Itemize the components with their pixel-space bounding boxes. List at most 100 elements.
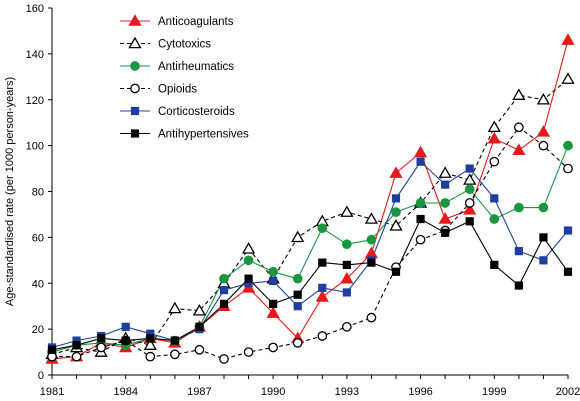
point-corticosteroids-2000 (514, 247, 523, 256)
point-opioids-2002 (563, 163, 573, 174)
point-cytotoxics-2000 (512, 88, 526, 100)
point-antihypertensives-1984 (121, 336, 130, 345)
point-opioids-1992 (317, 331, 328, 341)
point-cytotoxics-1995 (389, 219, 403, 231)
y-tick-label-40: 40 (32, 278, 44, 290)
point-corticosteroids-1993 (342, 288, 351, 297)
x-tick-label-1984: 1984 (113, 386, 137, 398)
point-cytotoxics-1999 (487, 120, 501, 133)
point-anticoagulants-1993 (340, 271, 354, 284)
legend-label-opioids: Opioids (158, 84, 197, 96)
point-antirheumatics-1989 (243, 255, 254, 266)
point-antihypertensives-1998 (465, 217, 474, 226)
point-antihypertensives-1992 (318, 258, 327, 267)
point-corticosteroids-1991 (293, 302, 302, 311)
point-antihypertensives-1993 (342, 260, 351, 269)
point-antihypertensives-1990 (269, 299, 278, 308)
x-tick-label-1996: 1996 (408, 386, 432, 398)
point-opioids-1982 (71, 351, 82, 362)
point-antihypertensives-1985 (146, 334, 155, 343)
point-opioids-1988 (219, 354, 229, 364)
point-opioids-2001 (538, 140, 549, 151)
point-opioids-2000 (514, 122, 524, 133)
point-corticosteroids-1988 (219, 286, 229, 295)
point-corticosteroids-1984 (121, 322, 130, 331)
point-antirheumatics-1993 (342, 239, 352, 250)
y-tick-label-20: 20 (32, 324, 44, 336)
legend-marker-antihypertensives (130, 129, 140, 138)
point-opioids-1999 (489, 156, 500, 167)
series-markers (45, 33, 575, 364)
point-anticoagulants-1996 (413, 145, 428, 158)
series-line-antirheumatics (51, 145, 569, 353)
point-corticosteroids-1999 (490, 194, 499, 203)
point-cytotoxics-1991 (291, 230, 305, 243)
point-cytotoxics-1986 (168, 301, 182, 314)
point-antihypertensives-1986 (170, 336, 179, 345)
legend-label-corticosteroids: Corticosteroids (158, 106, 235, 118)
point-antihypertensives-1991 (293, 290, 302, 299)
point-opioids-1985 (145, 351, 156, 362)
series-line-antihypertensives (51, 218, 569, 351)
y-tick-label-100: 100 (26, 141, 44, 153)
axes: 0 20 40 60 80 100 120 140 160 1981 1984 1987 1990 199… (4, 3, 580, 398)
point-anticoagulants-1998 (463, 203, 477, 215)
point-anticoagulants-1997 (438, 212, 452, 224)
point-antirheumatics-2001 (538, 202, 549, 213)
point-opioids-1994 (366, 312, 377, 323)
point-antirheumatics-1995 (391, 207, 401, 217)
legend: Anticoagulants Cytotoxics Antirheumatics Op… (120, 14, 249, 141)
y-tick-label-80: 80 (32, 187, 44, 199)
point-corticosteroids-1995 (391, 194, 401, 203)
series-line-anticoagulants (51, 39, 569, 360)
series-line-corticosteroids (51, 160, 569, 349)
point-cytotoxics-1985 (143, 338, 157, 350)
point-anticoagulants-1990 (266, 306, 280, 318)
point-antihypertensives-2001 (539, 233, 548, 242)
legend-marker-opioids (130, 83, 140, 94)
point-antirheumatics-1996 (415, 198, 426, 208)
legend-label-antihypertensives: Antihypertensives (158, 129, 249, 141)
legend-label-cytotoxics: Cytotoxics (158, 39, 211, 51)
point-corticosteroids-1996 (416, 157, 425, 166)
point-antihypertensives-1981 (47, 345, 57, 354)
point-opioids-1987 (194, 344, 205, 355)
point-anticoagulants-2000 (512, 143, 526, 155)
legend-label-anticoagulants: Anticoagulants (158, 16, 234, 28)
point-cytotoxics-1998 (463, 173, 477, 185)
point-opioids-1996 (415, 234, 426, 245)
x-tick-label-1990: 1990 (261, 386, 285, 398)
point-corticosteroids-1990 (269, 276, 278, 286)
point-anticoagulants-1992 (315, 290, 329, 302)
point-antihypertensives-2002 (563, 267, 573, 276)
point-anticoagulants-2001 (536, 125, 551, 137)
point-antihypertensives-1988 (219, 299, 229, 308)
point-opioids-1990 (268, 342, 278, 353)
point-antihypertensives-1982 (72, 341, 81, 350)
y-tick-label-140: 140 (26, 49, 44, 61)
point-antirheumatics-1990 (268, 266, 278, 277)
point-opioids-1986 (170, 349, 180, 360)
point-corticosteroids-1997 (441, 180, 450, 189)
y-axis-title: Age-standardised rate (per 1000 person-y… (4, 77, 16, 306)
x-tick-label-1993: 1993 (335, 386, 359, 398)
point-cytotoxics-1993 (340, 205, 354, 217)
x-tick-label-1999: 1999 (482, 386, 506, 398)
x-tick-label-1981: 1981 (40, 386, 64, 398)
point-opioids-1989 (243, 347, 254, 357)
point-antirheumatics-1991 (292, 273, 303, 284)
x-tick-label-1987: 1987 (187, 386, 211, 398)
point-corticosteroids-2001 (539, 256, 548, 265)
point-antirheumatics-1988 (219, 273, 229, 284)
legend-label-antirheumatics: Antirheumatics (158, 61, 234, 73)
series-lines (51, 39, 569, 360)
point-antirheumatics-1999 (489, 214, 500, 224)
y-tick-label-60: 60 (32, 232, 44, 244)
point-anticoagulants-1995 (389, 166, 403, 178)
point-opioids-1993 (342, 321, 352, 332)
point-opioids-1991 (292, 338, 303, 348)
point-corticosteroids-1992 (318, 283, 327, 292)
point-antirheumatics-2002 (563, 140, 573, 151)
